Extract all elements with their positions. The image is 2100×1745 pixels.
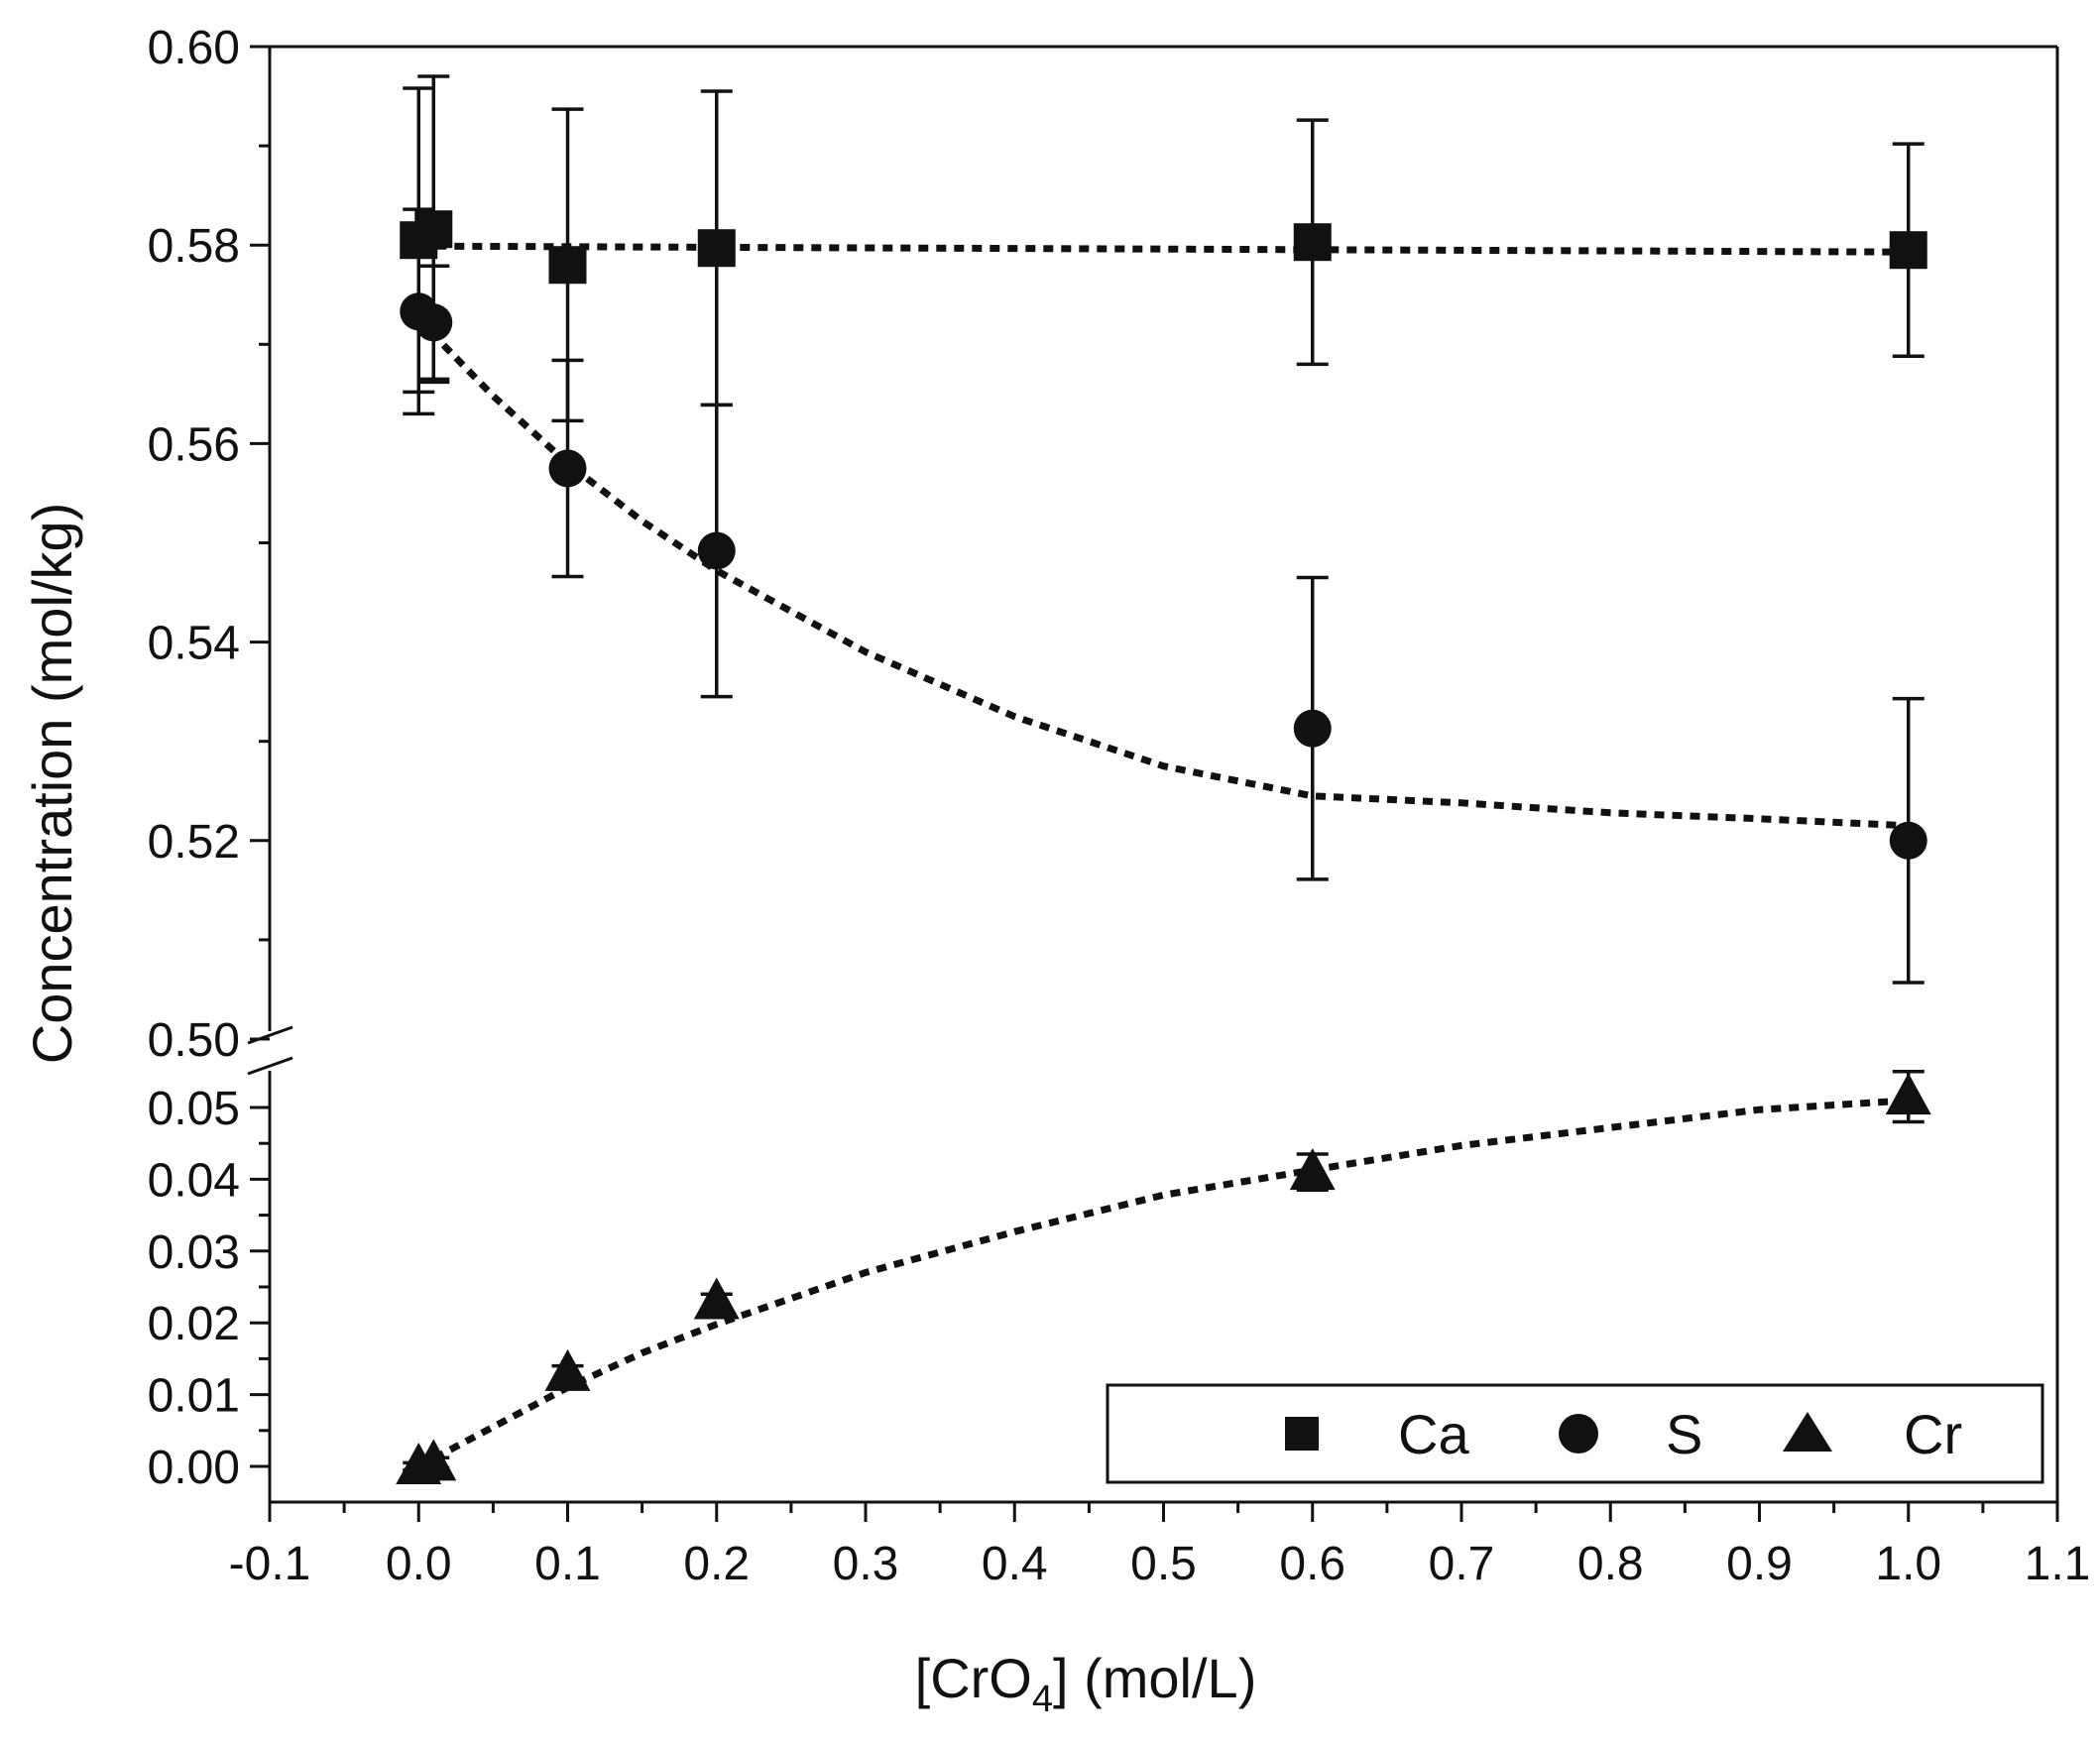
x-axis-title-sub: 4 xyxy=(1032,1679,1053,1720)
s-point xyxy=(1889,821,1927,860)
x-tick-label: 0.8 xyxy=(1577,1538,1644,1590)
ca-point xyxy=(697,229,736,268)
cr-point xyxy=(544,1348,591,1391)
y-tick-label: 0.01 xyxy=(148,1370,240,1423)
s-point xyxy=(548,449,587,488)
y-tick-label: 0.54 xyxy=(148,618,240,670)
s-point xyxy=(697,531,736,570)
legend-cr-marker xyxy=(1783,1412,1832,1452)
y-tick-label: 0.03 xyxy=(148,1226,240,1279)
x-tick-label: 0.6 xyxy=(1279,1538,1345,1590)
x-tick-label: 0.9 xyxy=(1726,1538,1793,1590)
x-tick-label: -0.1 xyxy=(229,1538,311,1590)
ca-point xyxy=(414,210,453,249)
s-point xyxy=(1293,709,1332,748)
error-bars xyxy=(403,74,1925,1472)
y-axis-title: Concentration (mol/kg) xyxy=(21,503,83,1064)
ca-point xyxy=(1889,231,1927,270)
ca-fit-line xyxy=(418,242,1909,256)
legend: Ca S Cr xyxy=(1106,1383,2044,1484)
ca-point xyxy=(1293,223,1332,262)
x-tick-label: 0.1 xyxy=(534,1538,601,1590)
x-tick-label: 0.7 xyxy=(1429,1538,1495,1590)
x-tick-label: 0.2 xyxy=(683,1538,750,1590)
axes: -0.1 0.0 0.1 0.2 0.3 0.4 0.5 0.6 0.7 0.8 0.9 1.0 1.1… xyxy=(148,22,2091,1590)
legend-ca-marker xyxy=(1285,1417,1319,1451)
cr-point xyxy=(693,1277,740,1320)
y-tick-label: 0.04 xyxy=(148,1154,240,1207)
x-tick-label: 1.1 xyxy=(2025,1538,2091,1590)
x-tick-label: 0.0 xyxy=(386,1538,452,1590)
legend-ca-label: Ca xyxy=(1398,1403,1469,1465)
data-markers xyxy=(396,210,1931,1484)
y-tick-label: 0.56 xyxy=(148,418,240,471)
x-axis-title-main: [CrO xyxy=(915,1647,1032,1709)
cr-point xyxy=(1289,1148,1336,1191)
y-axis-break-mark xyxy=(247,1056,293,1076)
s-fit-line xyxy=(415,316,1909,830)
y-tick-label: 0.05 xyxy=(148,1083,240,1135)
y-tick-label: 0.60 xyxy=(148,22,240,74)
y-tick-label: 0.50 xyxy=(148,1014,240,1067)
legend-box xyxy=(1106,1383,2044,1484)
x-tick-label: 1.0 xyxy=(1875,1538,1941,1590)
y-tick-label: 0.00 xyxy=(148,1442,240,1494)
cr-point xyxy=(1885,1073,1931,1115)
legend-cr-label: Cr xyxy=(1904,1403,1962,1465)
y-tick-label: 0.02 xyxy=(148,1298,240,1350)
fit-lines xyxy=(415,242,1910,1470)
legend-s-label: S xyxy=(1666,1403,1702,1465)
cr-point xyxy=(410,1439,457,1481)
x-axis-title-tail: ] (mol/L) xyxy=(1053,1647,1256,1709)
x-tick-label: 0.4 xyxy=(982,1538,1048,1590)
s-point xyxy=(414,303,453,342)
y-tick-label: 0.52 xyxy=(148,816,240,869)
x-tick-label: 0.5 xyxy=(1130,1538,1197,1590)
ca-point xyxy=(548,246,587,285)
y-tick-label: 0.58 xyxy=(148,220,240,273)
x-tick-label: 0.3 xyxy=(833,1538,899,1590)
legend-s-marker xyxy=(1559,1414,1598,1454)
x-axis-title: [CrO4] (mol/L) xyxy=(915,1647,1257,1720)
